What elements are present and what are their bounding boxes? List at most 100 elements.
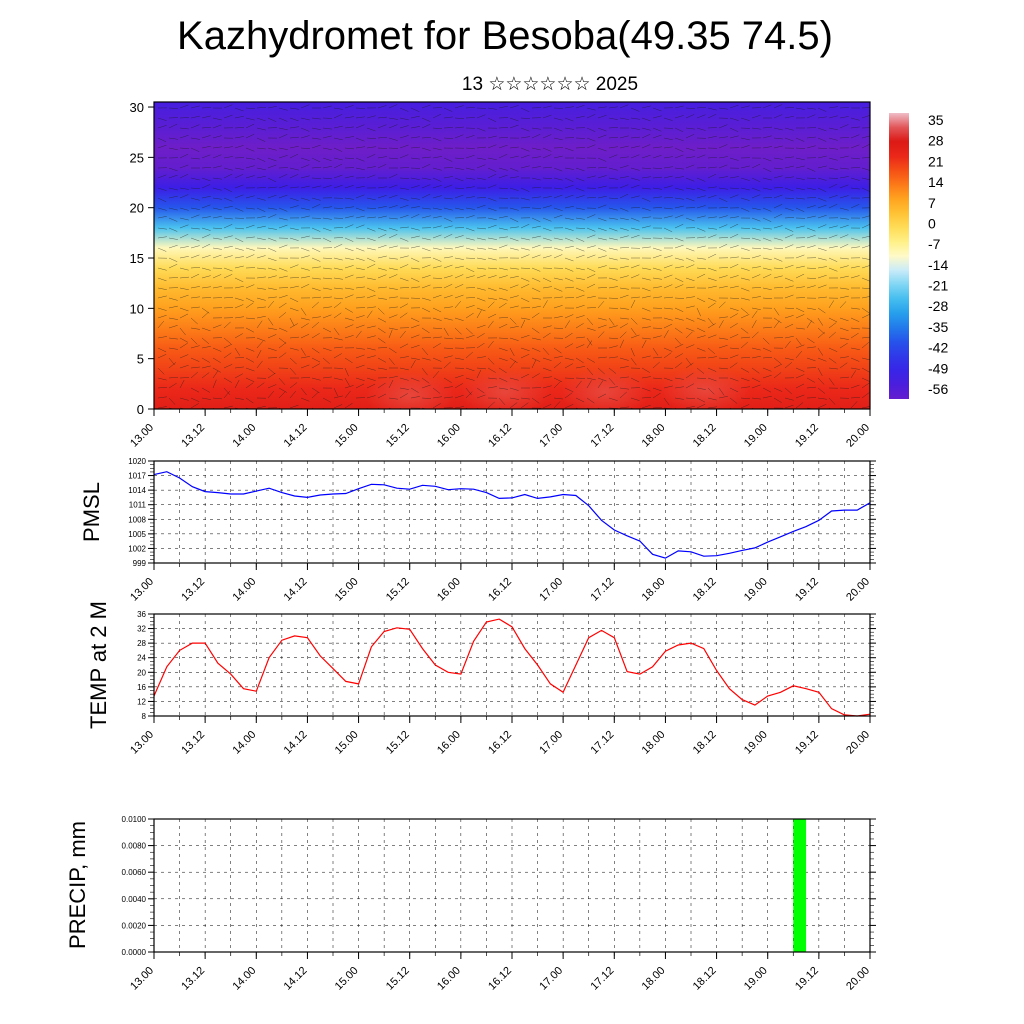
wind-barb	[685, 331, 693, 339]
wind-barb	[201, 337, 210, 344]
wind-barb	[465, 351, 473, 359]
x-tick-label: 17.00	[537, 729, 565, 757]
wind-barb	[289, 136, 300, 139]
wind-barb	[498, 302, 507, 309]
wind-barb	[531, 225, 541, 229]
wind-barb	[773, 372, 782, 379]
wind-barb	[476, 274, 486, 279]
wind-barb	[828, 195, 838, 199]
wind-barb	[586, 367, 593, 376]
wind-barb	[366, 174, 376, 179]
wind-barb	[234, 286, 244, 289]
x-tick-label: 16.12	[486, 965, 514, 993]
wind-barb	[663, 377, 673, 382]
wind-barb	[333, 237, 344, 239]
wind-barb	[300, 247, 310, 252]
wind-barb	[806, 227, 816, 232]
wind-barb	[740, 187, 750, 191]
wind-barb	[795, 187, 805, 191]
wind-barb	[300, 364, 310, 369]
wind-barb	[278, 117, 288, 122]
wind-barb	[344, 377, 350, 386]
wind-barb	[707, 347, 716, 354]
wind-barb	[861, 187, 870, 192]
wind-barb	[740, 386, 750, 389]
wind-barb	[267, 275, 277, 279]
wind-barb	[575, 187, 585, 192]
wind-barb	[454, 235, 464, 239]
wind-barb	[773, 213, 783, 219]
wind-barb	[465, 186, 475, 189]
wind-barb	[355, 207, 365, 212]
wind-barb	[553, 207, 563, 211]
wind-barb	[487, 357, 495, 365]
wind-barb	[190, 397, 200, 402]
wind-barb	[575, 237, 585, 242]
wind-barb	[333, 137, 343, 141]
wind-barb	[179, 187, 189, 190]
wind-barb	[828, 322, 837, 329]
wind-barb	[399, 226, 409, 229]
wind-barb	[212, 207, 222, 211]
wind-barb	[498, 174, 508, 179]
wind-barb	[762, 187, 772, 191]
wind-barb	[278, 107, 288, 111]
wind-barb	[652, 247, 662, 251]
wind-barb	[234, 297, 244, 301]
wind-barb	[509, 167, 519, 172]
wind-barb	[531, 327, 540, 334]
wind-barb	[267, 164, 277, 169]
wind-barb	[520, 154, 530, 159]
x-tick-label: 15.00	[333, 422, 361, 450]
colorbar-label: -28	[928, 298, 948, 314]
wind-barb	[630, 377, 640, 383]
wind-barb	[619, 339, 624, 349]
wind-barb	[300, 175, 310, 179]
wind-barb	[432, 317, 442, 321]
y-tick-label: 25	[130, 150, 144, 165]
wind-barb	[465, 207, 475, 210]
wind-barb	[663, 255, 673, 259]
wind-barb	[641, 207, 651, 211]
wind-barb	[212, 347, 222, 352]
wind-barb	[641, 339, 647, 349]
wind-barb	[663, 185, 673, 189]
wind-barb	[553, 194, 563, 199]
wind-barb	[564, 177, 574, 182]
wind-barb	[465, 297, 476, 299]
x-tick-label: 19.00	[742, 576, 770, 604]
wind-barb	[256, 320, 263, 329]
wind-barb	[729, 157, 739, 161]
wind-barb	[267, 177, 277, 183]
wind-barb	[740, 227, 751, 229]
colorbar-label: 14	[928, 174, 944, 190]
y-tick-label: 30	[130, 100, 144, 115]
wind-barb	[630, 299, 636, 309]
wind-barb	[641, 355, 651, 359]
wind-barb	[300, 185, 310, 189]
wind-barb	[366, 263, 376, 269]
wind-barb	[256, 297, 266, 301]
x-tick-label: 13.12	[179, 965, 207, 993]
wind-barb	[388, 147, 399, 149]
wind-barb	[201, 372, 210, 379]
wind-barb	[190, 267, 201, 269]
wind-barb	[168, 397, 176, 405]
wind-barb	[542, 217, 552, 222]
wind-barb	[795, 265, 805, 269]
wind-barb	[168, 325, 178, 329]
wind-barb	[201, 387, 211, 393]
wind-barb	[179, 194, 189, 199]
wind-barb	[399, 367, 409, 371]
x-tick-label: 20.00	[844, 729, 872, 757]
wind-barb	[179, 327, 186, 336]
wind-barb	[597, 204, 607, 209]
x-tick-label: 18.12	[691, 965, 719, 993]
wind-barb	[179, 307, 189, 312]
wind-barb	[531, 305, 541, 309]
wind-barb	[212, 247, 222, 250]
wind-barb	[168, 237, 178, 240]
wind-barb	[839, 155, 849, 159]
wind-barb	[487, 197, 497, 202]
y-tick-label: 24	[137, 654, 146, 663]
